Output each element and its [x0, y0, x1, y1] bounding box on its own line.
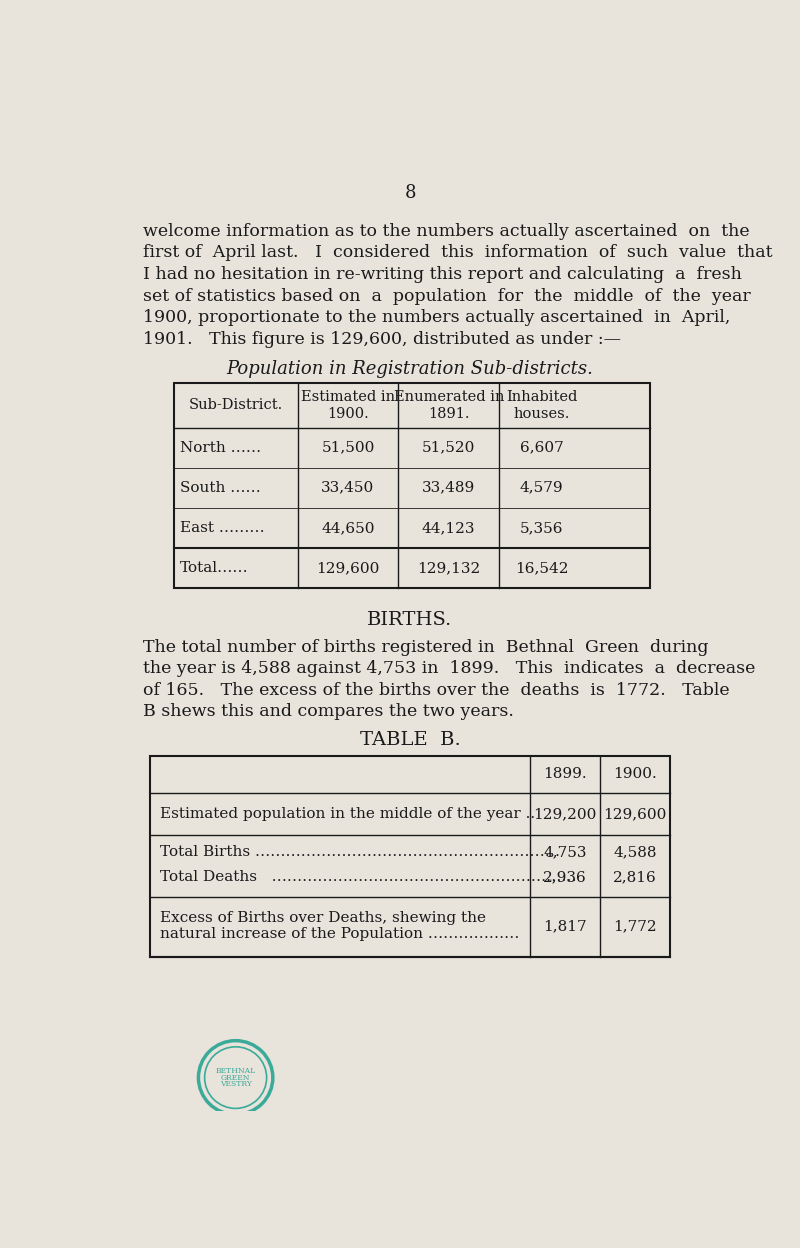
Bar [150, 756, 670, 957]
Text: 33,450: 33,450 [322, 480, 374, 494]
Text: 1,772: 1,772 [613, 920, 657, 934]
Text: VESTRY: VESTRY [220, 1080, 251, 1088]
Text: Total Births ……………………………………………………: Total Births …………………………………………………… [160, 845, 560, 860]
Text: 129,600: 129,600 [603, 807, 666, 821]
Text: 1900.: 1900. [613, 768, 657, 781]
Text: Estimated in
1900.: Estimated in 1900. [301, 391, 395, 421]
Text: 6,607: 6,607 [520, 441, 564, 454]
Text: 33,489: 33,489 [422, 480, 475, 494]
Text: Estimated population in the middle of the year ..: Estimated population in the middle of th… [160, 807, 534, 821]
Text: 129,600: 129,600 [316, 560, 380, 575]
Text: 51,520: 51,520 [422, 441, 475, 454]
Text: 4,588: 4,588 [613, 845, 657, 860]
Text: set of statistics based on  a  population  for  the  middle  of  the  year: set of statistics based on a population … [142, 287, 750, 305]
Text: first of  April last.   I  considered  this  information  of  such  value  that: first of April last. I considered this i… [142, 245, 772, 262]
Text: of 165.   The excess of the births over the  deaths  is  1772.   Table: of 165. The excess of the births over th… [142, 681, 730, 699]
Text: GREEN: GREEN [221, 1073, 250, 1082]
Bar [174, 383, 650, 588]
Text: Sub-District.: Sub-District. [189, 398, 282, 412]
Text: East ………: East ……… [180, 520, 265, 535]
Text: 129,200: 129,200 [534, 807, 597, 821]
Text: The total number of births registered in  Bethnal  Green  during: The total number of births registered in… [142, 639, 708, 655]
Text: 4,579: 4,579 [520, 480, 563, 494]
Text: BIRTHS.: BIRTHS. [367, 612, 453, 629]
Text: 8: 8 [404, 185, 416, 202]
Text: Inhabited
houses.: Inhabited houses. [506, 391, 578, 421]
Text: 44,123: 44,123 [422, 520, 475, 535]
Text: the year is 4,588 against 4,753 in  1899.   This  indicates  a  decrease: the year is 4,588 against 4,753 in 1899.… [142, 660, 755, 678]
Text: I had no hesitation in re-writing this report and calculating  a  fresh: I had no hesitation in re-writing this r… [142, 266, 742, 283]
Text: Total……: Total…… [180, 560, 249, 575]
Text: 16,542: 16,542 [515, 560, 569, 575]
Text: 1900, proportionate to the numbers actually ascertained  in  April,: 1900, proportionate to the numbers actua… [142, 310, 730, 326]
Text: Total Deaths   ……………………………………………………: Total Deaths …………………………………………………… [160, 870, 576, 884]
Text: BETHNAL: BETHNAL [215, 1067, 256, 1076]
Text: 5,356: 5,356 [520, 520, 563, 535]
Text: welcome information as to the numbers actually ascertained  on  the: welcome information as to the numbers ac… [142, 223, 750, 240]
Text: Enumerated in
1891.: Enumerated in 1891. [394, 391, 504, 421]
Text: North ……: North …… [180, 441, 261, 454]
Text: 1901.   This figure is 129,600, distributed as under :—: 1901. This figure is 129,600, distribute… [142, 331, 621, 348]
Text: South ……: South …… [180, 480, 261, 494]
Text: Population in Registration Sub-districts.: Population in Registration Sub-districts… [226, 359, 594, 378]
Text: natural increase of the Population ………………: natural increase of the Population ……………… [160, 927, 519, 941]
Text: 1,817: 1,817 [543, 920, 587, 934]
Text: 1899.: 1899. [543, 768, 587, 781]
Text: B shews this and compares the two years.: B shews this and compares the two years. [142, 704, 514, 720]
Text: 129,132: 129,132 [417, 560, 480, 575]
Text: TABLE  B.: TABLE B. [360, 731, 460, 749]
Text: 2,936: 2,936 [543, 870, 587, 884]
Text: 2,816: 2,816 [613, 870, 657, 884]
Text: 4,753: 4,753 [543, 845, 586, 860]
Text: Excess of Births over Deaths, shewing the: Excess of Births over Deaths, shewing th… [160, 911, 486, 925]
Text: 51,500: 51,500 [322, 441, 374, 454]
Text: 44,650: 44,650 [322, 520, 374, 535]
